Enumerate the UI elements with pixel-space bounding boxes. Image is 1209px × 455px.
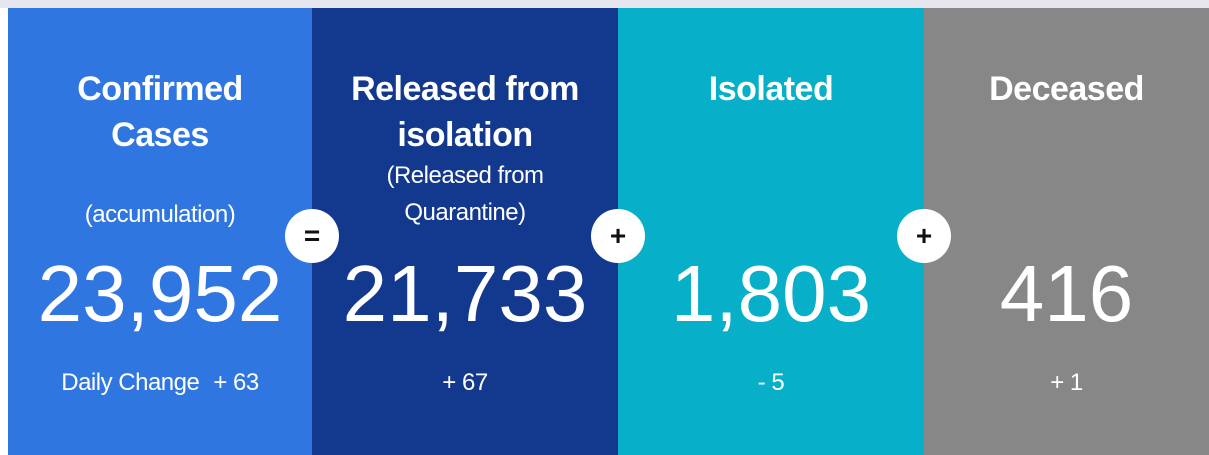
change-label: Daily Change xyxy=(61,369,200,396)
change-value: - 5 xyxy=(757,369,785,396)
change-row: + 1 xyxy=(924,366,1209,400)
operator-badge: = xyxy=(285,209,339,263)
panel-title: Isolated xyxy=(708,70,834,108)
operator-badge: + xyxy=(897,209,951,263)
change-row: Daily Change + 63 xyxy=(8,366,312,400)
panel-subtitle: (Released from Quarantine) xyxy=(386,162,544,226)
stat-panel: Released from isolation (Released from Qu… xyxy=(312,8,618,455)
change-value: + 63 xyxy=(213,369,259,396)
panel-value: 416 xyxy=(999,249,1134,338)
top-bar xyxy=(0,0,1209,8)
operator-badge: + xyxy=(591,209,645,263)
panel-value: 1,803 xyxy=(670,249,872,338)
change-value: + 67 xyxy=(442,369,488,396)
stat-panel: Deceased 416 + 1 xyxy=(924,8,1209,455)
panel-subtitle: (accumulation) xyxy=(84,201,236,228)
panel-value: 21,733 xyxy=(342,249,588,338)
change-value: + 1 xyxy=(1050,369,1083,396)
change-row: - 5 xyxy=(618,366,924,400)
panel-value: 23,952 xyxy=(37,249,283,338)
stat-panel: Confirmed Cases (accumulation) 23,952 Daily… xyxy=(8,8,312,455)
panel-title: Released from isolation xyxy=(351,70,579,154)
panel-title: Confirmed Cases xyxy=(77,70,243,154)
stat-panel: Isolated 1,803 - 5 xyxy=(618,8,924,455)
panel-title: Deceased xyxy=(989,70,1144,108)
change-row: + 67 xyxy=(312,366,618,400)
